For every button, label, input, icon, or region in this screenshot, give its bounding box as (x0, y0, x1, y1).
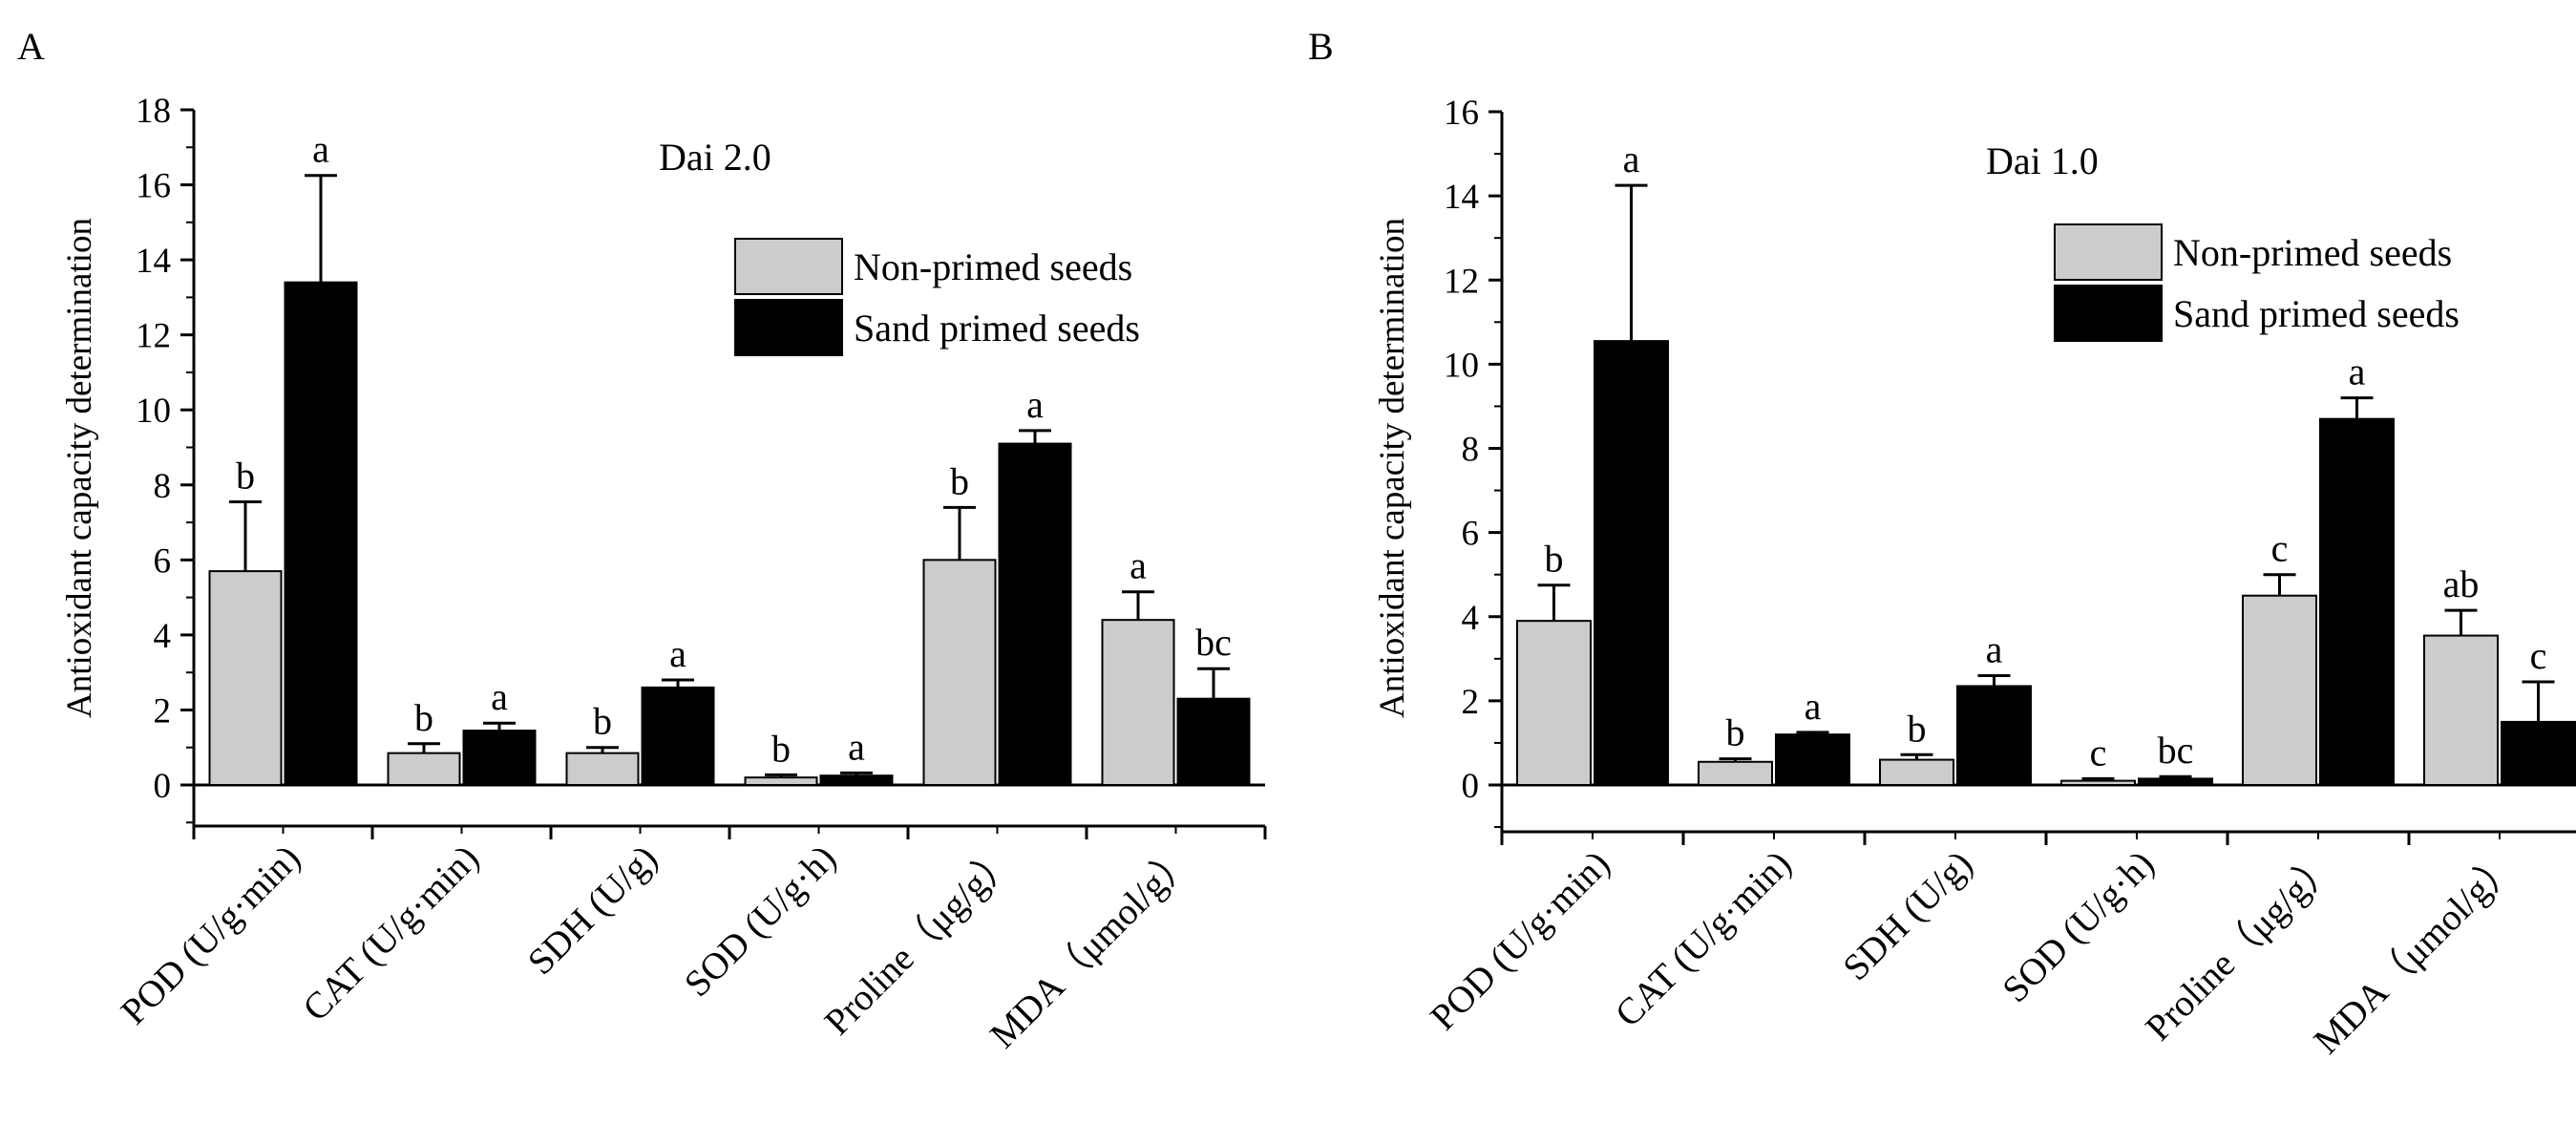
y-tick-label: 12 (136, 317, 171, 356)
bar-non-primed (1698, 760, 1773, 786)
bar-non-primed (1516, 620, 1592, 786)
x-tick-label: SOD (U/g·h) (1995, 843, 2162, 1010)
y-tick-label: 2 (1462, 683, 1480, 722)
y-tick-label: 6 (154, 541, 172, 581)
x-tick-label: SDH (U/g) (1835, 843, 1980, 988)
x-tick-label: Proline（μg/g） (817, 838, 1023, 1043)
legend-swatch-sand-primed (2054, 285, 2163, 342)
significance-letter-non-primed: b (414, 696, 433, 739)
significance-letter-sand-primed: bc (2158, 729, 2194, 772)
x-tick-label: SOD (U/g·h) (677, 838, 844, 1005)
x-tick-label: SDH (U/g) (520, 838, 665, 983)
y-tick-label: 2 (154, 691, 172, 731)
significance-letter-non-primed: c (2090, 731, 2107, 774)
y-tick-label: 18 (136, 92, 171, 131)
y-tick-label: 8 (1462, 431, 1480, 470)
bar-sand-primed (2138, 777, 2213, 786)
legend: Non-primed seeds Sand primed seeds (2054, 223, 2460, 342)
bar-non-primed (387, 752, 461, 787)
significance-letter-sand-primed: a (2349, 350, 2366, 393)
legend-swatch-non-primed (2054, 223, 2163, 281)
bar-sand-primed (1176, 697, 1251, 787)
y-tick-label: 14 (136, 242, 171, 281)
bar-sand-primed (1594, 340, 1669, 786)
significance-letter-sand-primed: a (1805, 685, 1822, 728)
y-tick-label: 6 (1462, 515, 1480, 554)
significance-letter-non-primed: c (2271, 527, 2289, 570)
significance-letter-sand-primed: a (1986, 627, 2003, 670)
bar-non-primed (2242, 594, 2317, 786)
bar-sand-primed (462, 730, 537, 787)
y-tick-label: 16 (136, 167, 171, 206)
y-tick-label: 14 (1444, 178, 1479, 217)
legend-label-sand-primed: Sand primed seeds (854, 307, 1140, 350)
x-tick-label: CAT (U/g·min) (1608, 843, 1800, 1035)
significance-letter-non-primed: ab (2443, 562, 2480, 605)
significance-letter-non-primed: b (1908, 707, 1927, 750)
x-tick-label: CAT (U/g·min) (295, 838, 487, 1029)
legend-label-non-primed: Non-primed seeds (2173, 231, 2452, 274)
x-tick-label: POD (U/g·min) (1423, 843, 1617, 1038)
panel-label: A (17, 25, 45, 68)
chart-title: Dai 2.0 (659, 136, 771, 179)
bar-sand-primed (819, 774, 894, 786)
bar-non-primed (208, 570, 283, 786)
y-tick-label: 10 (136, 392, 171, 431)
bar-non-primed (744, 776, 818, 787)
y-tick-label: 16 (1444, 94, 1479, 133)
bar-non-primed (565, 752, 640, 787)
chart-title: Dai 1.0 (1986, 139, 2099, 182)
significance-letter-non-primed: b (950, 459, 969, 502)
significance-letter-non-primed: b (593, 700, 612, 743)
x-tick-label: POD (U/g·min) (114, 838, 308, 1032)
y-tick-label: 4 (154, 617, 172, 656)
significance-letter-sand-primed: a (848, 725, 865, 768)
legend-label-non-primed: Non-primed seeds (854, 245, 1132, 288)
significance-letter-sand-primed: a (491, 675, 508, 718)
significance-letter-non-primed: b (771, 727, 791, 770)
bar-sand-primed (2319, 417, 2395, 786)
y-tick-label: 12 (1444, 262, 1479, 301)
bar-non-primed (1879, 758, 1954, 786)
bar-sand-primed (641, 686, 715, 787)
legend: Non-primed seeds Sand primed seeds (734, 238, 1140, 356)
significance-letter-sand-primed: a (669, 632, 686, 675)
y-tick-label: 4 (1462, 599, 1480, 638)
y-tick-label: 0 (154, 767, 172, 806)
chart-panel-a: A 0 2 4 6 8 10 12 14 16 18 Antioxidant capacity det… (17, 25, 1267, 1056)
bar-sand-primed (1775, 733, 1850, 786)
panel-label: B (1308, 25, 1334, 68)
legend-swatch-non-primed (734, 238, 843, 295)
significance-letter-non-primed: a (1130, 544, 1147, 587)
significance-letter-sand-primed: bc (1195, 621, 1232, 664)
chart-panel-b: B 0 2 4 6 8 10 12 14 16 Antioxidant capacity deter… (1308, 25, 2576, 1062)
y-tick-label: 0 (1462, 767, 1480, 806)
y-axis-label: Antioxidant capacity determination (60, 218, 99, 718)
significance-letter-non-primed: b (1726, 711, 1745, 754)
significance-letter-sand-primed: a (312, 128, 329, 171)
bar-non-primed (922, 559, 997, 786)
significance-letter-sand-primed: a (1623, 138, 1640, 180)
bar-non-primed (2060, 779, 2136, 786)
y-tick-label: 10 (1444, 346, 1479, 385)
legend-label-sand-primed: Sand primed seeds (2173, 292, 2460, 335)
bar-sand-primed (2501, 720, 2576, 786)
significance-letter-sand-primed: c (2530, 634, 2547, 677)
significance-letter-sand-primed: a (1026, 383, 1044, 426)
legend-swatch-sand-primed (734, 299, 843, 356)
y-tick-label: 8 (154, 467, 172, 506)
bar-non-primed (1101, 619, 1175, 787)
bar-non-primed (2423, 634, 2499, 786)
significance-letter-non-primed: b (1545, 538, 1564, 581)
y-axis-label: Antioxidant capacity determination (1373, 218, 1412, 718)
bar-sand-primed (1956, 685, 2032, 786)
bar-sand-primed (284, 281, 358, 786)
x-tick-label: Proline（μg/g） (2138, 843, 2343, 1049)
significance-letter-non-primed: b (236, 454, 255, 497)
bar-sand-primed (998, 442, 1072, 786)
